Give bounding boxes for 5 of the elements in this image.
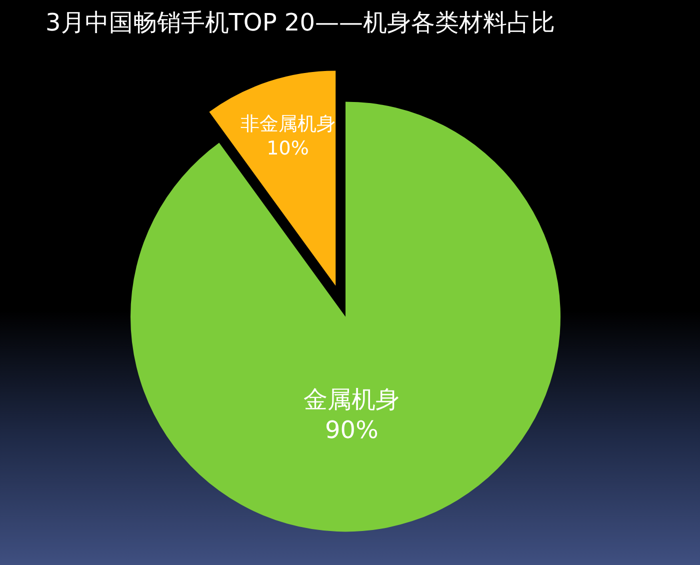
chart-title: 3月中国畅销手机TOP 20——机身各类材料占比 — [46, 8, 555, 36]
data-label: 90% — [325, 416, 378, 444]
data-label: 10% — [266, 137, 309, 160]
slice-label: 金属机身 — [304, 386, 400, 414]
slice-label: 非金属机身 — [240, 113, 336, 136]
